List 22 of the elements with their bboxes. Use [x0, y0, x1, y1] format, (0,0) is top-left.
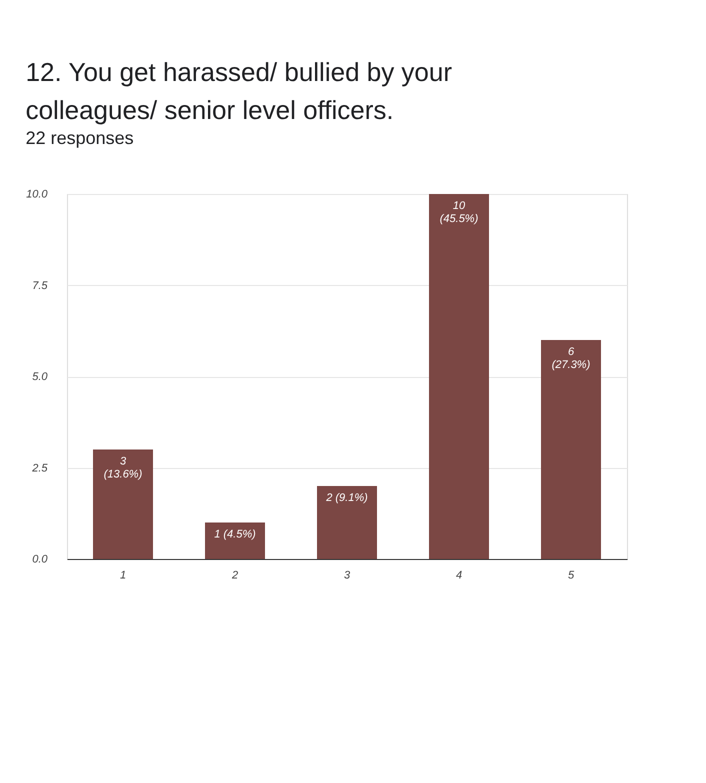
bar [93, 450, 153, 559]
data-label: 3 (13.6%) [104, 456, 143, 480]
x-tick-label: 3 [344, 570, 351, 582]
data-label: 6 (27.3%) [552, 346, 591, 371]
x-tick-label: 1 [120, 570, 126, 582]
data-label: 2 (9.1%) [325, 492, 368, 504]
chart-subtitle: 22 responses [26, 128, 134, 148]
x-tick-label: 4 [456, 570, 462, 582]
data-label: 1 (4.5%) [214, 528, 256, 540]
y-tick-label: 5.0 [32, 371, 48, 383]
chart-title: 12. You get harassed/ bullied by your colleagues/ senior level officers. [26, 57, 452, 125]
y-tick-label: 2.5 [31, 462, 48, 474]
bar [541, 340, 601, 559]
bar [429, 194, 489, 559]
y-tick-label: 10.0 [26, 188, 48, 200]
y-tick-label: 7.5 [32, 280, 48, 292]
bar [205, 522, 265, 559]
data-label: 10 (45.5%) [440, 200, 479, 225]
bar [317, 486, 377, 559]
x-tick-label: 2 [230, 570, 238, 582]
x-tick-label: 5 [568, 570, 575, 582]
y-tick-label: 0.0 [32, 554, 48, 566]
